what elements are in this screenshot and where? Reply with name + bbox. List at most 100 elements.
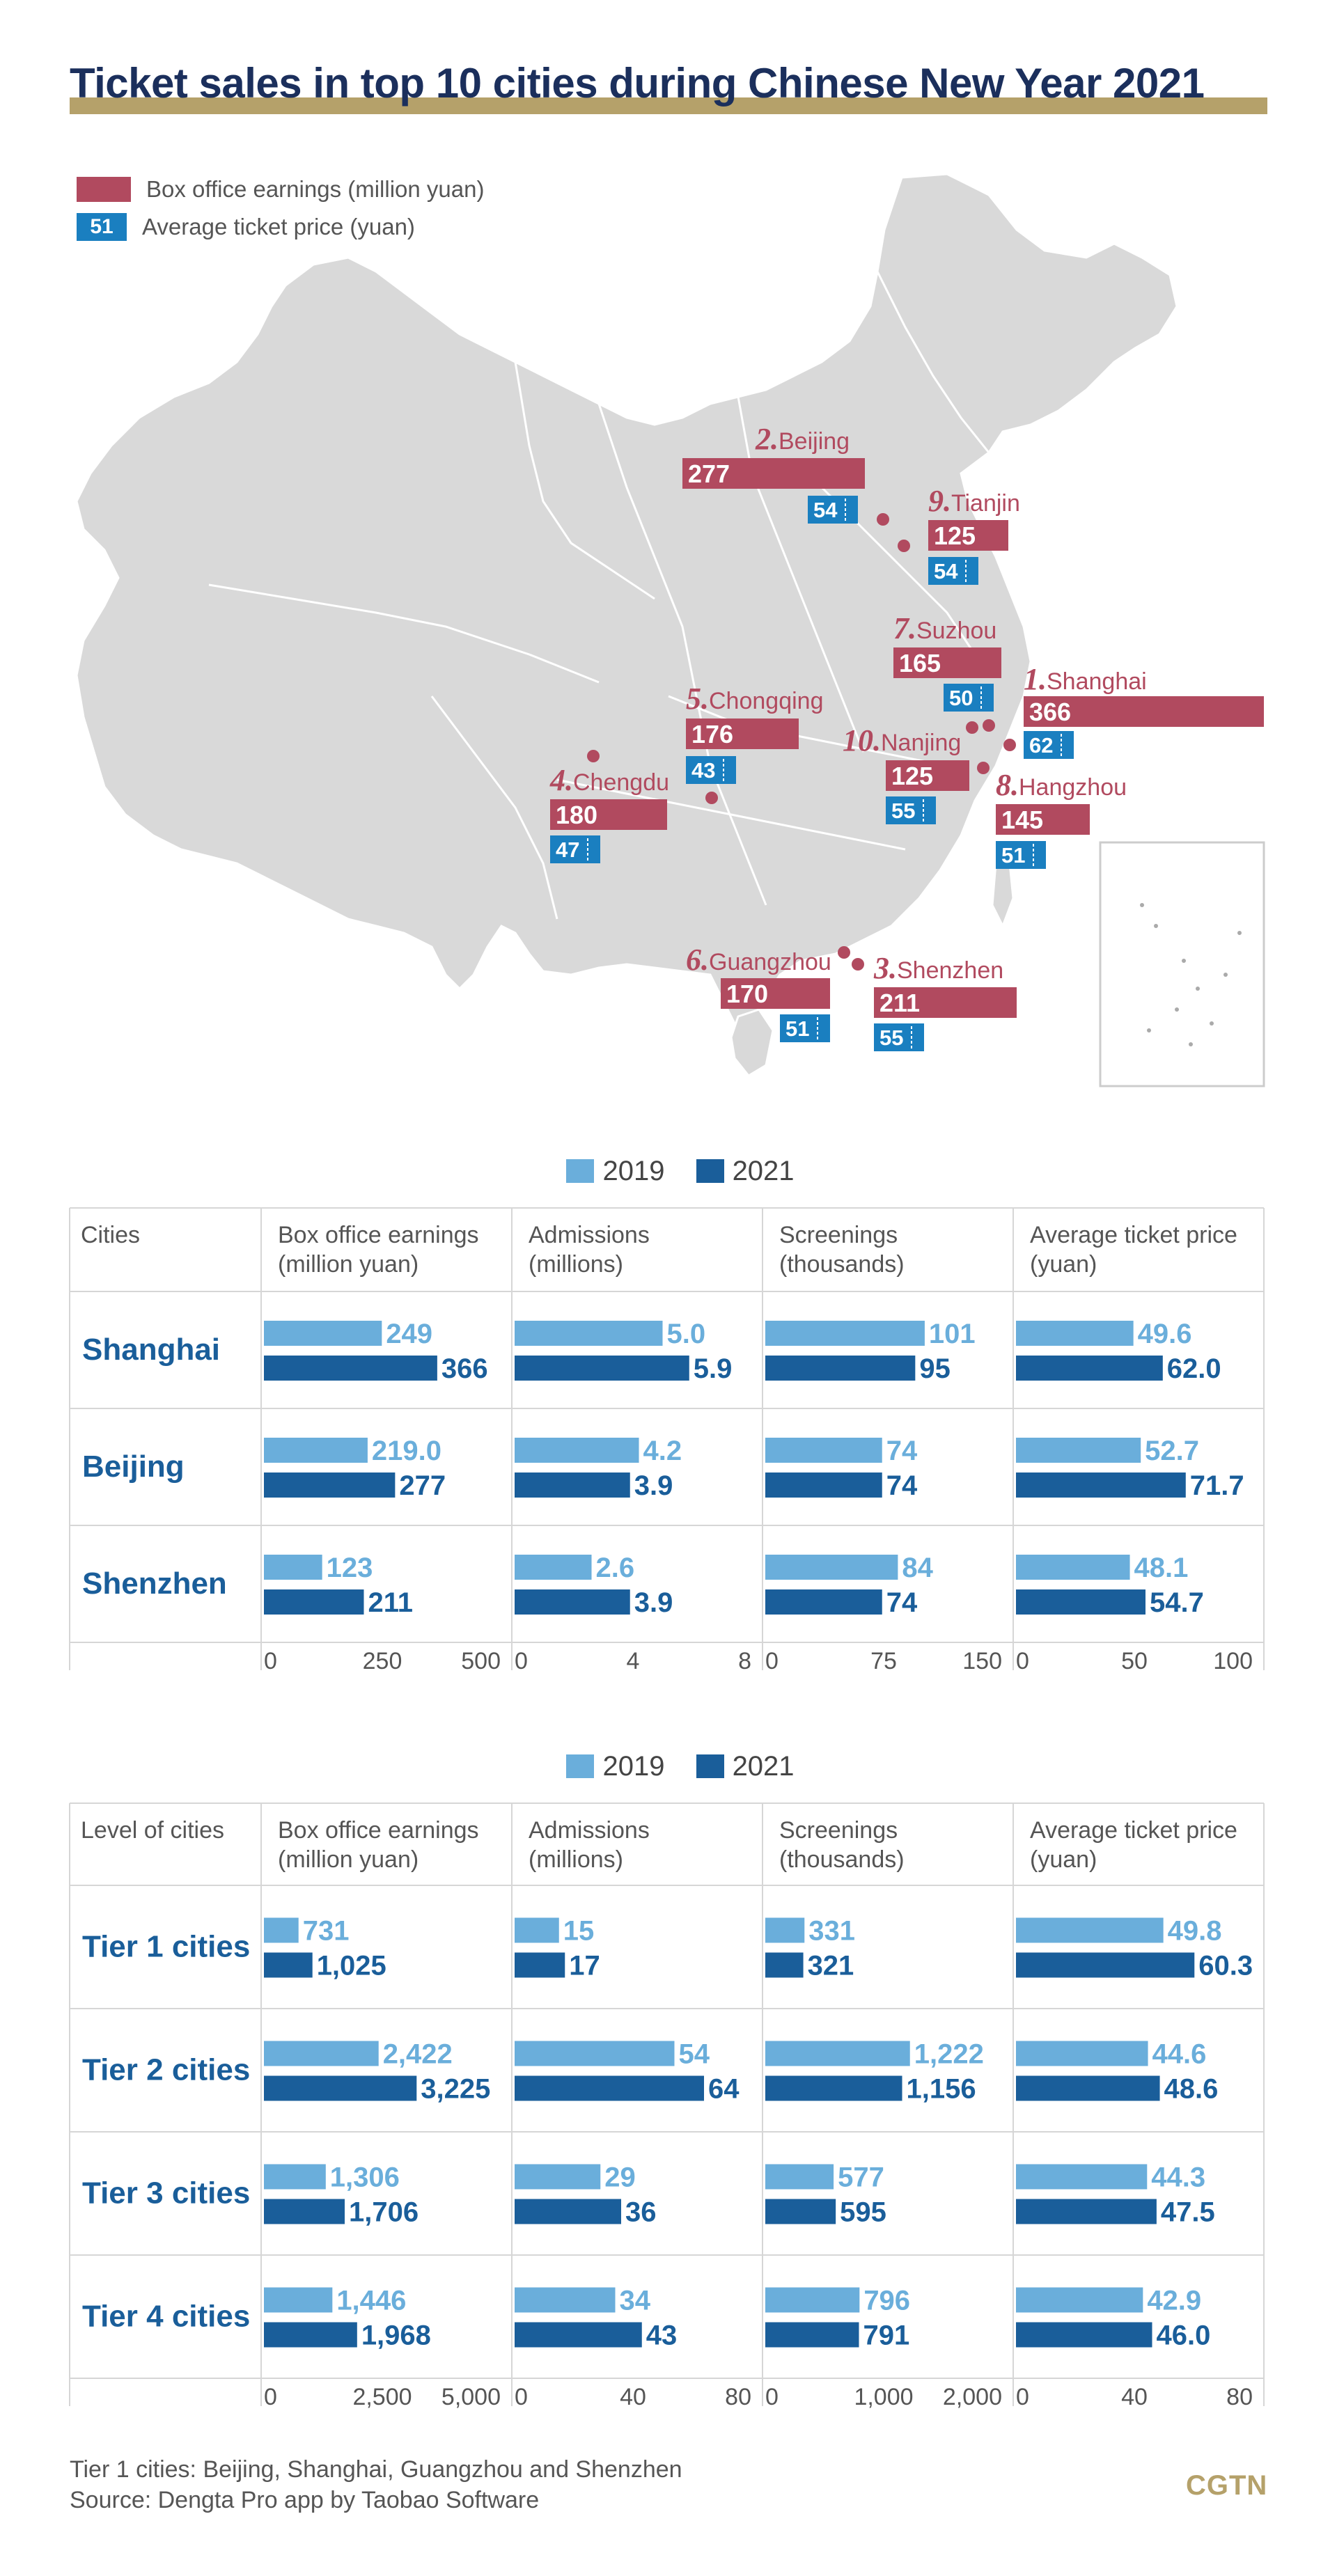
city-location-dot xyxy=(983,719,995,732)
axis-tick-label: 0 xyxy=(515,1648,528,1674)
metric-header: Box office earnings xyxy=(278,1222,479,1248)
box-office-bar xyxy=(996,804,1090,835)
value-2021: 60.3 xyxy=(1198,1951,1253,1981)
ticket-price-value: 55 xyxy=(891,799,915,823)
value-2019: 577 xyxy=(838,2162,884,2193)
bar-2019 xyxy=(765,1555,898,1580)
value-2019: 1,446 xyxy=(336,2286,406,2316)
value-2019: 74 xyxy=(886,1436,918,1466)
box-office-value: 180 xyxy=(556,801,597,829)
box-office-value: 211 xyxy=(879,989,920,1017)
city-location-dot xyxy=(977,762,990,774)
ticket-price-badge xyxy=(780,1014,830,1042)
bar-2021 xyxy=(765,1356,916,1381)
box-office-bar xyxy=(550,799,667,830)
ticket-price-badge xyxy=(944,684,994,712)
axis-tick-label: 0 xyxy=(765,1648,779,1674)
city-rank-name: 4.Chengdu xyxy=(549,763,669,797)
table-row-label: Beijing xyxy=(82,1450,185,1484)
ticket-price-value: 55 xyxy=(879,1026,903,1050)
axis-tick-label: 80 xyxy=(1226,2384,1253,2410)
metric-header: Admissions xyxy=(529,1222,650,1248)
value-2019: 4.2 xyxy=(643,1436,682,1466)
value-2019: 2,422 xyxy=(383,2039,453,2070)
box-office-bar xyxy=(721,978,830,1009)
legend-2021-label: 2021 xyxy=(732,1751,795,1782)
axis-tick-label: 75 xyxy=(870,1648,897,1674)
footer-source: Source: Dengta Pro app by Taobao Softwar… xyxy=(70,2487,540,2513)
value-2019: 249 xyxy=(386,1319,432,1349)
ticket-price-badge xyxy=(996,841,1046,869)
value-2019: 1,306 xyxy=(330,2162,400,2193)
value-2019: 101 xyxy=(929,1319,976,1349)
bar-2019 xyxy=(765,2287,860,2313)
legend-box-office-label: Box office earnings (million yuan) xyxy=(146,176,485,202)
value-2019: 49.6 xyxy=(1138,1319,1192,1349)
value-2021: 1,706 xyxy=(349,2197,419,2228)
value-2019: 49.8 xyxy=(1168,1916,1222,1947)
box-office-value: 366 xyxy=(1029,698,1071,726)
city-name: Shenzhen xyxy=(897,957,1003,984)
bar-2019 xyxy=(264,1321,382,1346)
bar-2019 xyxy=(1016,2164,1148,2190)
bar-2021 xyxy=(264,1952,313,1978)
ticket-price-badge xyxy=(686,756,736,784)
axis-tick-label: 0 xyxy=(264,2384,277,2410)
table1-legend: 2019 2021 xyxy=(0,1156,1337,1187)
city-location-dot xyxy=(966,721,978,734)
metric-header: (yuan) xyxy=(1030,1846,1097,1873)
ticket-price-value: 50 xyxy=(949,686,973,710)
ticket-price-value: 54 xyxy=(813,498,838,522)
value-2021: 321 xyxy=(808,1951,854,1981)
table2-legend: 2019 2021 xyxy=(0,1751,1337,1782)
city-rank: 6. xyxy=(686,943,709,977)
value-2021: 62.0 xyxy=(1167,1353,1221,1384)
value-2021: 64 xyxy=(708,2074,740,2105)
bar-2021 xyxy=(264,2075,417,2101)
metric-header: (thousands) xyxy=(779,1251,905,1278)
value-2021: 48.6 xyxy=(1164,2074,1219,2105)
value-2021: 36 xyxy=(625,2197,657,2228)
table-row-label: Tier 4 cities xyxy=(82,2300,250,2334)
axis-tick-label: 0 xyxy=(765,2384,779,2410)
legend-box-office: Box office earnings (million yuan) xyxy=(77,171,484,208)
bar-2021 xyxy=(1016,2075,1160,2101)
bar-2021 xyxy=(264,1472,396,1498)
footer: Tier 1 cities: Beijing, Shanghai, Guangz… xyxy=(70,2454,682,2515)
bar-2019 xyxy=(515,1438,639,1463)
table-row-header: Cities xyxy=(81,1222,140,1248)
city-rank-name: 1.Shanghai xyxy=(1024,662,1147,696)
metric-header: (millions) xyxy=(529,1846,623,1873)
metric-header: (millions) xyxy=(529,1251,623,1278)
city-name: Suzhou xyxy=(916,618,996,644)
city-name: Shanghai xyxy=(1047,668,1147,695)
box-office-bar xyxy=(1024,696,1264,727)
value-2019: 1,222 xyxy=(914,2039,984,2070)
city-name: Chengdu xyxy=(573,769,669,796)
bar-2021 xyxy=(515,1472,630,1498)
value-2021: 54.7 xyxy=(1150,1587,1204,1618)
map-legend: Box office earnings (million yuan) 51 Av… xyxy=(77,171,484,246)
bar-2021 xyxy=(765,2199,836,2224)
bar-2019 xyxy=(1016,2287,1143,2313)
value-2021: 71.7 xyxy=(1190,1470,1244,1501)
box-office-bar xyxy=(886,760,969,791)
value-2019: 2.6 xyxy=(596,1553,635,1583)
axis-tick-label: 5,000 xyxy=(441,2384,501,2410)
value-2019: 15 xyxy=(563,1916,595,1947)
bar-2021 xyxy=(515,2322,642,2348)
legend-ticket-price-label: Average ticket price (yuan) xyxy=(142,214,415,239)
table-row-label: Shanghai xyxy=(82,1333,220,1367)
bar-2021 xyxy=(264,1356,437,1381)
city-name: Chongqing xyxy=(709,688,823,714)
box-office-value: 165 xyxy=(899,649,941,677)
legend-2021-swatch xyxy=(696,1754,724,1778)
city-rank-name: 9.Tianjin xyxy=(928,484,1020,518)
city-rank: 10. xyxy=(843,723,881,757)
table-row-label: Tier 2 cities xyxy=(82,2053,250,2087)
city-name: Tianjin xyxy=(951,490,1020,517)
value-2021: 95 xyxy=(919,1353,951,1384)
city-location-dot xyxy=(877,513,889,526)
ticket-price-badge xyxy=(886,796,936,824)
value-2021: 47.5 xyxy=(1161,2197,1215,2228)
